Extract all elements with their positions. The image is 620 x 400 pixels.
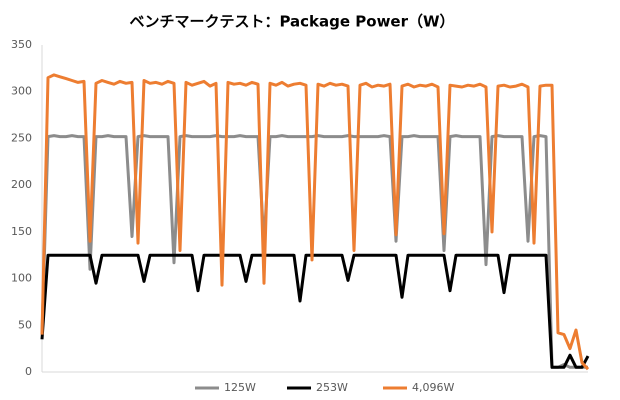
- y-tick-label: 0: [25, 365, 32, 378]
- legend-label: 125W: [224, 381, 256, 394]
- legend-label: 253W: [316, 381, 348, 394]
- y-tick-label: 100: [11, 272, 32, 285]
- y-tick-label: 50: [18, 318, 32, 331]
- y-tick-label: 250: [11, 131, 32, 144]
- chart-title: ベンチマークテスト：Package Power（W）: [129, 13, 454, 31]
- y-tick-label: 150: [11, 225, 32, 238]
- y-tick-label: 200: [11, 178, 32, 191]
- y-tick-label: 350: [11, 38, 32, 51]
- legend-label: 4,096W: [412, 381, 454, 394]
- y-tick-label: 300: [11, 85, 32, 98]
- series-line: [40, 73, 590, 371]
- series-line: [40, 253, 590, 369]
